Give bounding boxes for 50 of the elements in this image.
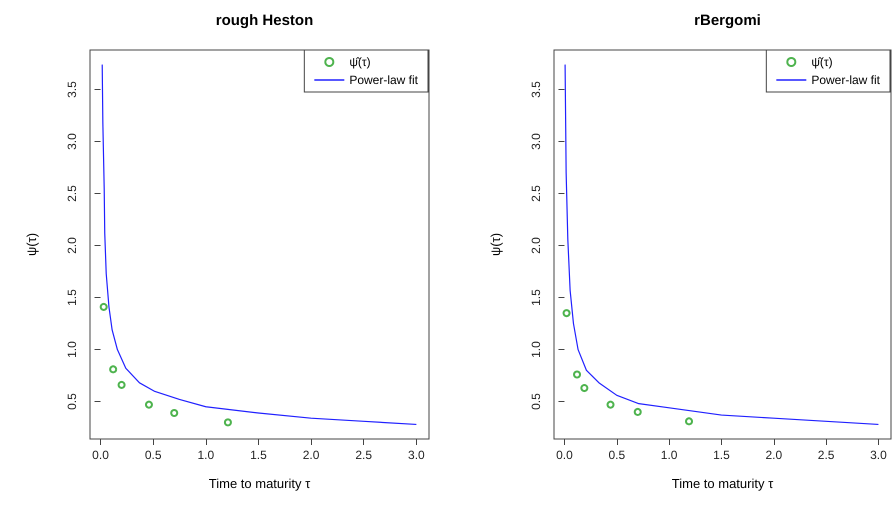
x-tick-label: 3.0 [870, 448, 888, 462]
point [562, 309, 571, 318]
y-axis-title: ψ(τ) [24, 232, 39, 256]
x-tick-label: 0.0 [556, 448, 574, 462]
point [144, 400, 153, 409]
y-tick-label: 1.5 [529, 288, 543, 306]
y-axis-title: ψ(τ) [488, 232, 503, 256]
point [109, 365, 118, 374]
x-tick-label: 0.0 [92, 448, 110, 462]
y-tick-label: 3.0 [529, 132, 543, 150]
y-tick-label: 2.5 [65, 184, 79, 202]
x-tick-label: 1.0 [660, 448, 678, 462]
x-tick-label: 0.5 [144, 448, 162, 462]
legend-label: Power-law fit [349, 73, 419, 87]
x-tick-label: 2.5 [818, 448, 835, 462]
x-tick-label: 2.0 [302, 448, 320, 462]
x-tick-label: 1.5 [250, 448, 268, 462]
point [634, 408, 642, 416]
point [100, 302, 108, 311]
y-tick-label: 3.5 [65, 80, 79, 98]
point [580, 384, 588, 392]
point [685, 417, 694, 426]
legend-label: ψ̂(τ) [811, 55, 833, 69]
x-axis-title: Time to maturity τ [208, 476, 312, 491]
y-tick-label: 1.0 [529, 340, 543, 358]
y-tick-label: 0.5 [65, 392, 79, 410]
x-tick-label: 2.0 [765, 448, 782, 462]
x-tick-label: 0.5 [608, 448, 626, 462]
legend-label: Power-law fit [811, 73, 881, 87]
point [170, 409, 178, 417]
y-tick-label: 1.5 [65, 288, 79, 306]
point [573, 370, 582, 379]
chart-title: rough Heston [216, 12, 314, 29]
y-tick-label: 1.0 [65, 340, 79, 358]
x-tick-label: 1.5 [713, 448, 730, 462]
y-tick-label: 2.0 [65, 236, 79, 254]
point [606, 400, 615, 409]
point [224, 418, 232, 426]
legend-label: ψ̂(τ) [349, 55, 371, 69]
y-tick-label: 2.0 [529, 236, 543, 254]
x-axis-title: Time to maturity τ [672, 476, 774, 491]
x-tick-label: 2.5 [355, 448, 372, 462]
y-tick-label: 3.5 [529, 80, 543, 98]
y-tick-label: 0.5 [529, 392, 543, 410]
point [118, 380, 126, 389]
x-tick-label: 1.0 [197, 448, 214, 462]
chart-title: rBergomi [694, 12, 761, 29]
y-tick-label: 2.5 [529, 184, 543, 202]
x-tick-label: 3.0 [408, 448, 426, 462]
y-tick-label: 3.0 [65, 132, 79, 150]
